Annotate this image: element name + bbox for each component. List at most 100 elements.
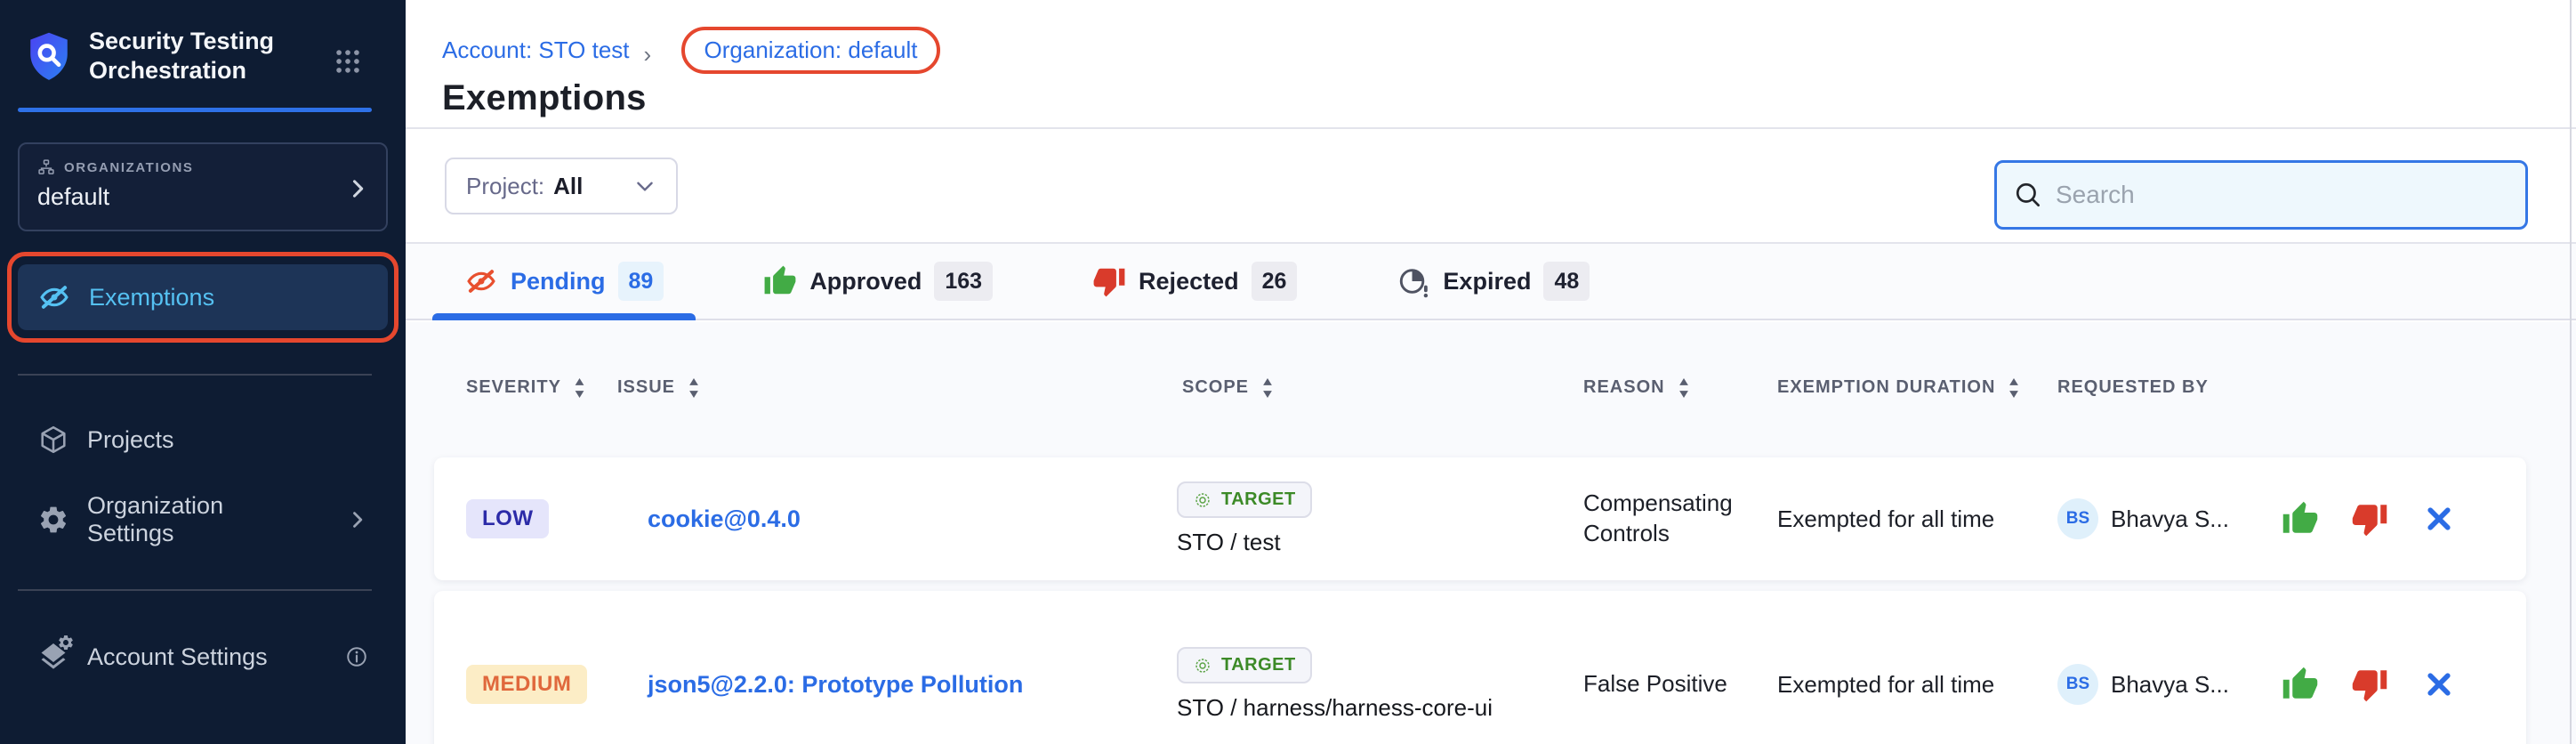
project-filter-label: Project:: [466, 172, 545, 199]
search-input[interactable]: [2056, 181, 2509, 209]
page-title: Exemptions: [442, 78, 647, 117]
approve-button[interactable]: [2282, 666, 2319, 703]
scope-path: STO / test: [1177, 529, 1281, 555]
severity-badge: LOW: [466, 499, 550, 538]
close-x-icon: [2423, 668, 2455, 700]
tab-count-badge: 163: [934, 262, 994, 301]
tab-count-badge: 26: [1251, 262, 1298, 301]
exemptions-table: SEVERITY ISSUE SCOPE REASON EXEMPTION DU…: [406, 322, 2576, 744]
column-header-issue: ISSUE: [585, 377, 1150, 398]
tab-label: Approved: [809, 267, 922, 295]
reject-button[interactable]: [2351, 666, 2388, 703]
sort-icon[interactable]: [2008, 378, 2020, 398]
tab-label: Rejected: [1139, 267, 1239, 295]
sidebar-divider: [18, 374, 372, 376]
info-icon[interactable]: [345, 645, 368, 668]
sidebar-item-projects[interactable]: Projects: [18, 415, 388, 465]
target-chip: TARGET: [1177, 481, 1312, 518]
column-header-reason: REASON: [1551, 377, 1745, 398]
time-expired-icon: [1397, 264, 1430, 298]
target-icon: [1193, 656, 1212, 675]
gear-icon: [37, 504, 69, 536]
breadcrumb-account[interactable]: Account: STO test: [442, 36, 630, 63]
thumb-up-icon: [763, 264, 797, 298]
row-actions: [2248, 500, 2526, 538]
approve-button[interactable]: [2282, 500, 2319, 538]
tab-label: Expired: [1443, 267, 1532, 295]
tab-rejected[interactable]: Rejected 26: [1060, 244, 1329, 319]
issue-link[interactable]: cookie@0.4.0: [648, 505, 801, 532]
severity-badge: MEDIUM: [466, 665, 588, 704]
breadcrumb: Account: STO test › Organization: defaul…: [442, 27, 941, 74]
chevron-right-icon: [345, 176, 370, 201]
close-x-icon: [2423, 503, 2455, 535]
sidebar-item-account-settings[interactable]: Account Settings: [18, 632, 388, 682]
duration-cell: Exempted for all time: [1777, 505, 1995, 532]
requested-by-cell: BS Bhavya S...: [2025, 664, 2248, 705]
main-content: Account: STO test › Organization: defaul…: [406, 0, 2576, 744]
sort-icon[interactable]: [574, 378, 585, 398]
target-chip: TARGET: [1177, 647, 1312, 683]
sort-icon[interactable]: [688, 378, 700, 398]
sidebar-divider: [18, 589, 372, 591]
duration-cell: Exempted for all time: [1777, 670, 1995, 698]
cancel-button[interactable]: [2420, 666, 2458, 703]
breadcrumb-organization[interactable]: Organization: default: [704, 36, 918, 63]
eye-slash-icon: [37, 280, 71, 314]
sort-icon[interactable]: [1678, 378, 1690, 398]
issue-link[interactable]: json5@2.2.0: Prototype Pollution: [648, 670, 1024, 698]
organizations-label: ORGANIZATIONS: [64, 159, 194, 175]
reject-button[interactable]: [2351, 500, 2388, 538]
sort-icon[interactable]: [1261, 378, 1274, 398]
organization-selector[interactable]: ORGANIZATIONS default: [18, 142, 388, 231]
sidebar-item-label: Organization Settings: [87, 492, 224, 546]
column-header-severity: SEVERITY: [434, 377, 585, 398]
app-logo: Security Testing Orchestration: [24, 27, 311, 85]
app-title: Security Testing Orchestration: [89, 28, 275, 84]
target-icon: [1193, 490, 1212, 510]
header-divider: [406, 127, 2576, 129]
thumb-up-icon: [2282, 666, 2319, 703]
tab-expired[interactable]: Expired 48: [1364, 244, 1622, 319]
status-tabs: Pending 89 Approved 163 Rejected 26 Expi…: [406, 244, 2576, 320]
scope-cell: TARGET STO / test: [1150, 481, 1551, 556]
avatar: BS: [2057, 664, 2098, 705]
org-hierarchy-icon: [37, 158, 55, 176]
thumb-down-icon: [2351, 666, 2388, 703]
organization-value: default: [37, 183, 110, 210]
sidebar-item-label: Account Settings: [87, 643, 268, 670]
thumb-down-icon: [1092, 264, 1126, 298]
table-row[interactable]: MEDIUM json5@2.2.0: Prototype Pollution …: [434, 591, 2526, 744]
breadcrumb-separator-icon: ›: [643, 40, 652, 68]
scrollbar-track[interactable]: [2570, 0, 2572, 744]
sidebar-item-exemptions[interactable]: Exemptions: [18, 264, 388, 330]
thumb-down-icon: [2351, 500, 2388, 538]
eye-slash-icon: [464, 264, 498, 298]
table-row[interactable]: LOW cookie@0.4.0 TARGET STO / test Compe…: [434, 457, 2526, 580]
row-actions: [2248, 666, 2526, 703]
tab-count-badge: 48: [1543, 262, 1590, 301]
table-header-row: SEVERITY ISSUE SCOPE REASON EXEMPTION DU…: [434, 377, 2526, 398]
tab-pending[interactable]: Pending 89: [432, 244, 696, 320]
project-filter-dropdown[interactable]: Project: All: [445, 158, 678, 214]
sidebar: Security Testing Orchestration ORGANIZAT…: [0, 0, 406, 744]
reason-cell: Compensating Controls: [1583, 489, 1733, 546]
sidebar-item-organization-settings[interactable]: Organization Settings: [18, 492, 388, 546]
chevron-down-icon: [633, 174, 656, 198]
sidebar-item-label: Projects: [87, 425, 174, 453]
tab-label: Pending: [511, 267, 606, 295]
requester-name: Bhavya S...: [2111, 670, 2229, 698]
tab-count-badge: 89: [617, 262, 664, 301]
scope-path: STO / harness/harness-core-ui: [1177, 694, 1493, 721]
logo-underline: [18, 108, 372, 112]
chevron-right-icon: [346, 508, 368, 531]
app-switcher-grid-icon[interactable]: [333, 46, 363, 77]
cancel-button[interactable]: [2420, 500, 2458, 538]
requested-by-cell: BS Bhavya S...: [2025, 498, 2248, 539]
tab-approved[interactable]: Approved 163: [731, 244, 1025, 319]
column-header-requested-by: REQUESTED BY: [2057, 377, 2209, 397]
layers-gear-icon: [37, 641, 69, 673]
search-icon: [2013, 180, 2043, 210]
project-filter-value: All: [553, 172, 584, 199]
shield-search-logo-icon: [24, 30, 74, 84]
